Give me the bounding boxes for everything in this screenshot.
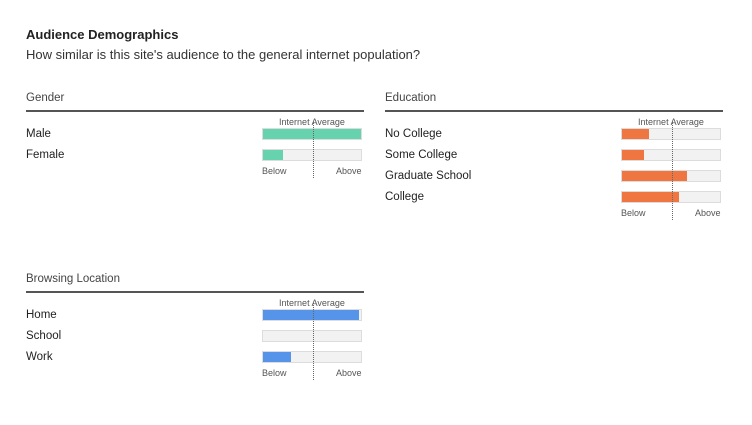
education-bar-fill	[622, 192, 679, 202]
education-bar-fill	[622, 150, 644, 160]
education-internet-average-label: Internet Average	[638, 117, 704, 127]
gender-bar-fill	[263, 129, 361, 139]
education-divider	[385, 110, 723, 112]
education-heading: Education	[385, 92, 437, 104]
location-row-label: Home	[26, 309, 57, 321]
gender-bar-track	[262, 128, 362, 140]
gender-heading: Gender	[26, 92, 65, 104]
education-bar-track	[621, 149, 721, 161]
gender-section: Gender Internet Average Male Female Below A…	[26, 88, 364, 198]
education-row: No College	[385, 126, 723, 147]
education-bar-track	[621, 191, 721, 203]
location-section: Browsing Location Internet Average Home S…	[26, 269, 364, 399]
education-row: Graduate School	[385, 168, 723, 189]
education-bar-fill	[622, 171, 687, 181]
gender-row: Female	[26, 147, 364, 168]
location-heading: Browsing Location	[26, 273, 120, 285]
gender-divider	[26, 110, 364, 112]
location-internet-average-label: Internet Average	[279, 298, 345, 308]
education-section: Education Internet Average No College Som…	[385, 88, 723, 238]
location-row: Home	[26, 307, 364, 328]
education-row: College	[385, 189, 723, 210]
gender-axis-above-label: Above	[336, 166, 362, 176]
location-divider	[26, 291, 364, 293]
education-bar-fill	[622, 129, 650, 139]
education-row: Some College	[385, 147, 723, 168]
page-subtitle: How similar is this site's audience to t…	[26, 47, 421, 62]
education-bar-track	[621, 128, 721, 140]
page-title: Audience Demographics	[26, 27, 179, 42]
gender-row-label: Female	[26, 149, 65, 161]
education-row-label: Graduate School	[385, 170, 472, 182]
location-bar-fill	[263, 310, 360, 320]
location-axis-above-label: Above	[336, 368, 362, 378]
education-average-line	[672, 122, 673, 220]
location-row: School	[26, 328, 364, 349]
education-bar-track	[621, 170, 721, 182]
education-axis-below-label: Below	[621, 208, 646, 218]
gender-internet-average-label: Internet Average	[279, 117, 345, 127]
location-bar-track	[262, 309, 362, 321]
location-bar-fill	[263, 352, 292, 362]
gender-row: Male	[26, 126, 364, 147]
gender-bar-fill	[263, 150, 283, 160]
education-row-label: No College	[385, 128, 442, 140]
gender-average-line	[313, 122, 314, 178]
gender-bar-track	[262, 149, 362, 161]
gender-axis-below-label: Below	[262, 166, 287, 176]
location-bar-track	[262, 351, 362, 363]
location-bar-track	[262, 330, 362, 342]
education-row-label: College	[385, 191, 424, 203]
location-row: Work	[26, 349, 364, 370]
education-row-label: Some College	[385, 149, 458, 161]
location-row-label: Work	[26, 351, 53, 363]
location-axis-below-label: Below	[262, 368, 287, 378]
gender-row-label: Male	[26, 128, 51, 140]
education-axis-above-label: Above	[695, 208, 721, 218]
location-average-line	[313, 303, 314, 380]
location-row-label: School	[26, 330, 62, 342]
